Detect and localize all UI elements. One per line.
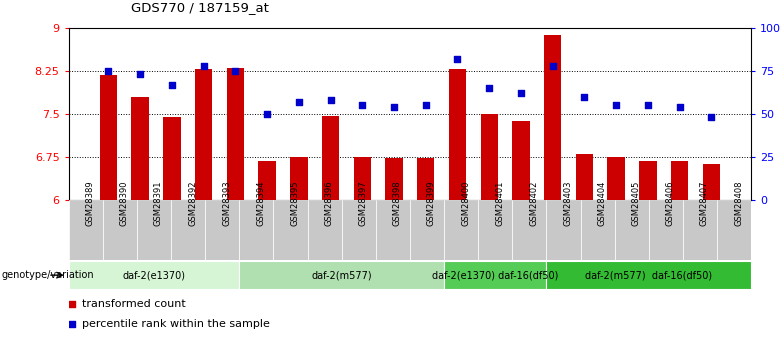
Text: GSM28402: GSM28402 bbox=[530, 180, 538, 226]
Bar bbox=[480, 114, 498, 200]
Text: daf-2(e1370): daf-2(e1370) bbox=[122, 270, 186, 280]
Text: GSM28394: GSM28394 bbox=[257, 180, 265, 226]
Bar bbox=[322, 116, 339, 200]
Bar bbox=[576, 154, 593, 200]
Bar bbox=[171, 200, 205, 260]
Text: GSM28389: GSM28389 bbox=[86, 180, 94, 226]
Bar bbox=[546, 200, 580, 260]
Text: GSM28406: GSM28406 bbox=[666, 180, 675, 226]
Bar bbox=[608, 157, 625, 200]
Text: GSM28390: GSM28390 bbox=[120, 180, 129, 226]
Point bbox=[705, 115, 718, 120]
Point bbox=[483, 85, 495, 91]
Text: GSM28393: GSM28393 bbox=[222, 180, 231, 226]
Point bbox=[420, 102, 432, 108]
Text: daf-2(m577)  daf-16(df50): daf-2(m577) daf-16(df50) bbox=[585, 270, 712, 280]
Bar bbox=[410, 200, 444, 260]
Text: GDS770 / 187159_at: GDS770 / 187159_at bbox=[131, 1, 269, 14]
Text: GSM28403: GSM28403 bbox=[563, 180, 573, 226]
Bar bbox=[103, 200, 137, 260]
Point bbox=[134, 71, 147, 77]
Bar bbox=[131, 97, 149, 200]
Text: GSM28404: GSM28404 bbox=[597, 180, 607, 226]
Bar bbox=[239, 261, 444, 289]
Bar bbox=[717, 200, 751, 260]
Text: daf-2(m577): daf-2(m577) bbox=[311, 270, 372, 280]
Point bbox=[452, 56, 464, 61]
Point bbox=[264, 217, 277, 223]
Bar bbox=[444, 200, 478, 260]
Point bbox=[261, 111, 273, 117]
Bar bbox=[639, 161, 657, 200]
Bar bbox=[512, 200, 546, 260]
Bar bbox=[195, 69, 212, 200]
Text: GSM28400: GSM28400 bbox=[461, 180, 470, 226]
Bar bbox=[353, 157, 371, 200]
Point bbox=[165, 82, 178, 87]
Bar bbox=[137, 200, 171, 260]
Bar bbox=[544, 34, 562, 200]
Point bbox=[578, 94, 590, 99]
Bar bbox=[205, 200, 239, 260]
Point bbox=[102, 68, 115, 73]
Bar bbox=[448, 69, 466, 200]
Bar bbox=[290, 157, 307, 200]
Text: percentile rank within the sample: percentile rank within the sample bbox=[83, 319, 270, 329]
Text: genotype/variation: genotype/variation bbox=[2, 270, 94, 280]
Point bbox=[642, 102, 654, 108]
Text: GSM28396: GSM28396 bbox=[324, 180, 334, 226]
Point bbox=[229, 68, 242, 73]
Bar bbox=[478, 200, 512, 260]
Text: GSM28392: GSM28392 bbox=[188, 180, 197, 226]
Bar bbox=[683, 200, 717, 260]
Bar bbox=[580, 200, 615, 260]
Bar bbox=[239, 200, 273, 260]
Text: GSM28407: GSM28407 bbox=[700, 180, 709, 226]
Text: GSM28405: GSM28405 bbox=[632, 180, 640, 226]
Text: GSM28399: GSM28399 bbox=[427, 180, 436, 226]
Text: transformed count: transformed count bbox=[83, 299, 186, 308]
Text: GSM28395: GSM28395 bbox=[290, 180, 300, 226]
Bar bbox=[546, 261, 751, 289]
Bar bbox=[258, 161, 276, 200]
Point bbox=[547, 63, 559, 68]
Text: GSM28398: GSM28398 bbox=[393, 180, 402, 226]
Point bbox=[388, 104, 400, 110]
Point bbox=[515, 90, 527, 96]
Text: daf-2(e1370) daf-16(df50): daf-2(e1370) daf-16(df50) bbox=[432, 270, 558, 280]
Bar bbox=[444, 261, 546, 289]
Bar bbox=[307, 200, 342, 260]
Bar bbox=[376, 200, 410, 260]
Bar bbox=[671, 161, 689, 200]
Point bbox=[292, 99, 305, 105]
Point bbox=[197, 63, 210, 68]
Bar bbox=[615, 200, 649, 260]
Text: GSM28401: GSM28401 bbox=[495, 180, 504, 226]
Text: GSM28391: GSM28391 bbox=[154, 180, 163, 226]
Text: GSM28408: GSM28408 bbox=[734, 180, 743, 226]
Bar bbox=[69, 200, 103, 260]
Bar bbox=[703, 165, 720, 200]
Bar bbox=[649, 200, 683, 260]
Point bbox=[264, 29, 277, 34]
Bar bbox=[385, 158, 402, 200]
Bar bbox=[100, 75, 117, 200]
Point bbox=[356, 102, 368, 108]
Bar bbox=[417, 158, 434, 200]
Text: GSM28397: GSM28397 bbox=[359, 180, 367, 226]
Bar bbox=[227, 68, 244, 200]
Bar bbox=[69, 261, 239, 289]
Point bbox=[673, 104, 686, 110]
Point bbox=[324, 97, 337, 103]
Point bbox=[610, 102, 622, 108]
Bar bbox=[342, 200, 376, 260]
Bar bbox=[512, 121, 530, 200]
Bar bbox=[163, 117, 181, 200]
Bar bbox=[273, 200, 307, 260]
